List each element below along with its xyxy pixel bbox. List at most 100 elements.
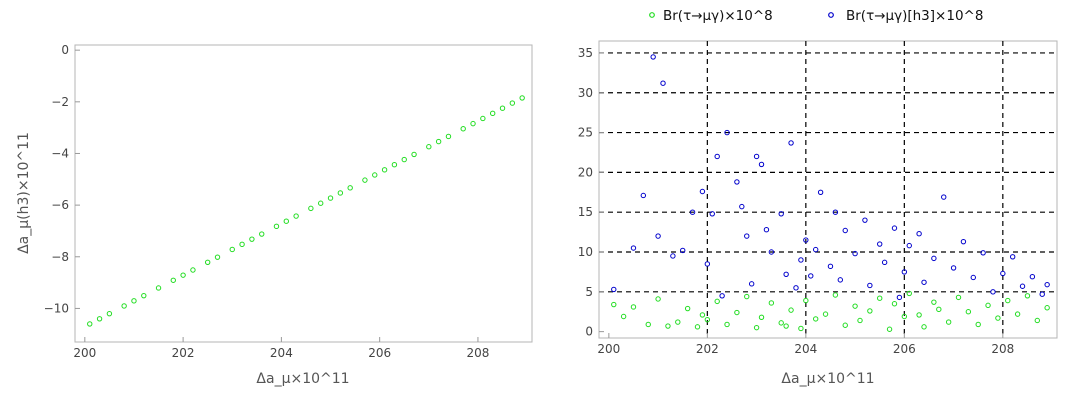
right-green-data-point: [685, 306, 689, 310]
left-data-point: [107, 311, 111, 315]
left-data-point: [348, 186, 352, 190]
left-data-point: [122, 304, 126, 308]
right-x-tick-label: 204: [794, 342, 817, 356]
left-data-point: [373, 173, 377, 177]
left-data-point: [427, 145, 431, 149]
left-data-point: [250, 237, 254, 241]
right-y-tick-label: 10: [578, 245, 593, 259]
right-green-data-point: [695, 325, 699, 329]
left-y-tick-label: −4: [51, 146, 69, 160]
left-data-point: [309, 206, 313, 210]
right-blue-data-point: [661, 81, 665, 85]
right-blue-data-point: [818, 190, 822, 194]
left-data-point: [191, 268, 195, 272]
left-x-tick-label: 200: [73, 346, 96, 360]
right-blue-data-point: [759, 162, 763, 166]
right-y-tick-label: 30: [578, 86, 593, 100]
left-data-point: [338, 191, 342, 195]
right-blue-data-point: [897, 295, 901, 299]
right-green-data-point: [1045, 306, 1049, 310]
right-green-data-point: [779, 321, 783, 325]
right-green-data-point: [725, 322, 729, 326]
right-green-data-point: [631, 305, 635, 309]
right-green-data-point: [996, 316, 1000, 320]
right-points: [612, 55, 1050, 332]
right-blue-data-point: [907, 243, 911, 247]
right-blue-data-point: [922, 280, 926, 284]
right-green-data-point: [666, 324, 670, 328]
right-y-tick-label: 20: [578, 165, 593, 179]
right-y-tick-label: 15: [578, 205, 593, 219]
right-green-data-point: [745, 294, 749, 298]
left-data-point: [520, 96, 524, 100]
right-blue-data-point: [764, 228, 768, 232]
right-green-data-point: [612, 302, 616, 306]
left-y-tick-label: 0: [61, 43, 69, 57]
left-data-point: [510, 101, 514, 105]
right-blue-data-point: [868, 283, 872, 287]
right-green-data-point: [1025, 294, 1029, 298]
left-x-tick-label: 206: [368, 346, 391, 360]
right-y-tick-label: 5: [585, 285, 593, 299]
right-green-data-point: [878, 296, 882, 300]
right-chart: 200 202 204 206 20805101520253035 Δa_μ×10^11…: [578, 8, 1057, 387]
right-green-data-point: [853, 304, 857, 308]
right-blue-data-point: [671, 254, 675, 258]
left-x-tick-label: 202: [172, 346, 195, 360]
left-x-axis-label: Δa_μ×10^11: [256, 371, 349, 387]
right-blue-data-point: [784, 272, 788, 276]
left-data-point: [294, 214, 298, 218]
right-blue-data-point: [700, 189, 704, 193]
right-blue-data-point: [720, 294, 724, 298]
left-data-point: [363, 178, 367, 182]
right-green-data-point: [789, 308, 793, 312]
left-data-point: [446, 134, 450, 138]
left-data-point: [481, 116, 485, 120]
right-blue-data-point: [789, 141, 793, 145]
right-blue-data-point: [991, 290, 995, 294]
right-green-data-point: [932, 300, 936, 304]
left-y-tick-label: −6: [51, 198, 69, 212]
right-green-data-point: [843, 323, 847, 327]
left-x-tick-label: 204: [270, 346, 293, 360]
left-data-point: [382, 168, 386, 172]
right-y-tick-label: 0: [585, 325, 593, 339]
right-blue-data-point: [971, 275, 975, 279]
right-grid: [599, 41, 1057, 338]
left-ticks: 200 202 204 206 208 0 −2 −4 −6 −8 −10: [44, 43, 490, 360]
right-blue-data-point: [735, 180, 739, 184]
left-data-point: [436, 139, 440, 143]
right-blue-data-point: [882, 260, 886, 264]
right-green-data-point: [1015, 312, 1019, 316]
left-data-point: [88, 322, 92, 326]
left-data-point: [205, 260, 209, 264]
right-blue-data-point: [641, 193, 645, 197]
right-green-data-point: [735, 310, 739, 314]
right-green-data-point: [700, 313, 704, 317]
right-green-data-point: [1006, 298, 1010, 302]
right-blue-data-point: [1030, 274, 1034, 278]
right-blue-data-point: [1010, 255, 1014, 259]
left-data-point: [260, 232, 264, 236]
left-data-point: [284, 219, 288, 223]
right-ticks: 200 202 204 206 20805101520253035: [578, 46, 1015, 356]
right-blue-data-point: [749, 282, 753, 286]
right-blue-data-point: [710, 212, 714, 216]
right-blue-data-point: [799, 258, 803, 262]
right-blue-data-point: [813, 247, 817, 251]
right-x-tick-label: 206: [893, 342, 916, 356]
right-blue-data-point: [794, 286, 798, 290]
right-green-data-point: [799, 326, 803, 330]
right-green-data-point: [823, 312, 827, 316]
legend-label-green: Br(τ→μγ)×10^8: [663, 8, 773, 24]
right-blue-data-point: [892, 226, 896, 230]
right-green-data-point: [868, 309, 872, 313]
right-green-data-point: [976, 322, 980, 326]
left-data-point: [490, 111, 494, 115]
left-data-point: [215, 255, 219, 259]
right-blue-data-point: [754, 154, 758, 158]
left-data-point: [132, 299, 136, 303]
right-blue-data-point: [809, 274, 813, 278]
right-blue-data-point: [651, 55, 655, 59]
right-x-axis-label: Δa_μ×10^11: [781, 371, 874, 387]
